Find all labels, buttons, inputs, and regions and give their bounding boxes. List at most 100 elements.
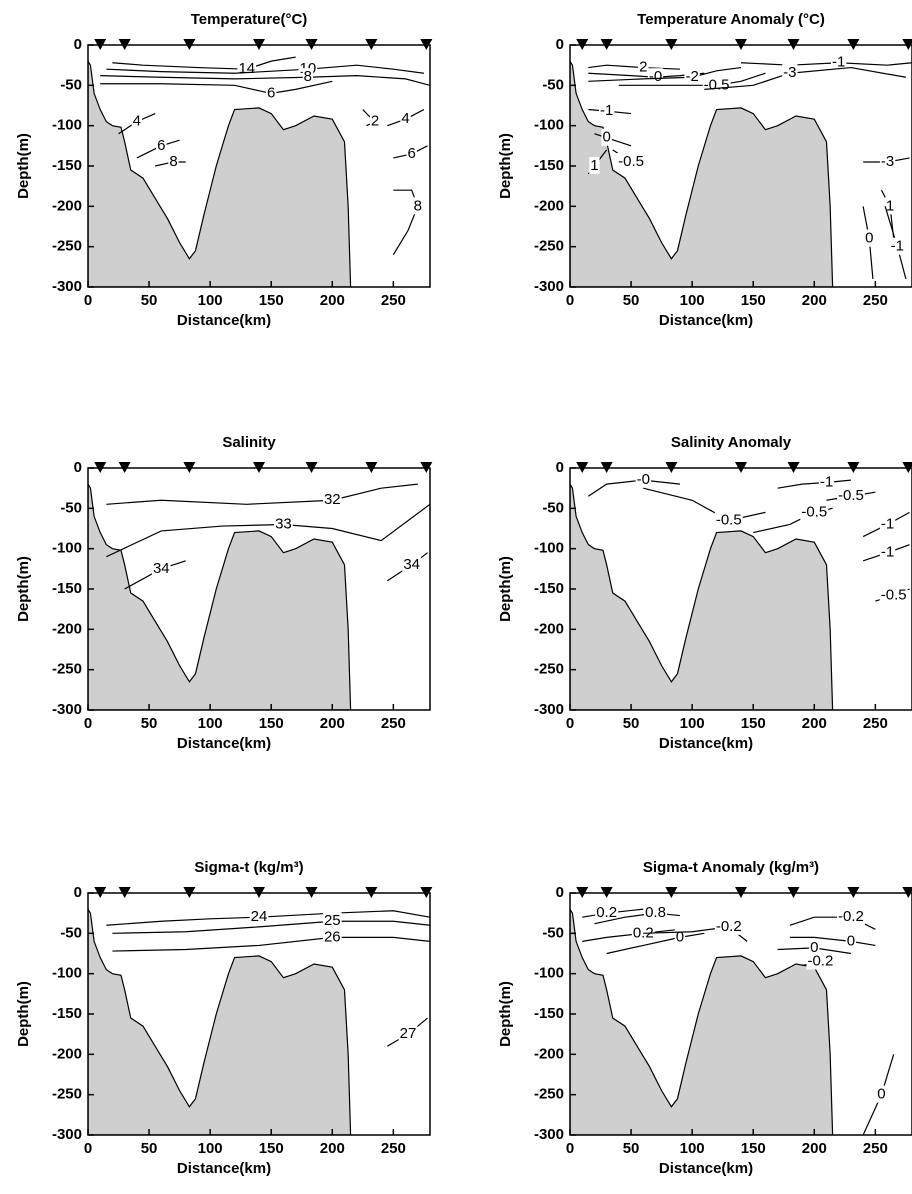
- station-marker: [94, 39, 107, 50]
- x-tick-label: 250: [863, 715, 888, 732]
- x-tick-label: 250: [381, 715, 406, 732]
- contour-label: -0.5: [838, 487, 864, 504]
- station-marker: [787, 887, 800, 898]
- chart-title: Salinity Anomaly: [671, 434, 792, 451]
- contour-label: 6: [157, 137, 165, 154]
- contour-line: [740, 62, 912, 66]
- station-marker: [735, 887, 747, 898]
- panel: 2-0 -2 -0.5-1-3-10-0.51 -310 -10 50 100 150 200 2…: [497, 11, 912, 329]
- plot-area: 2-0 -2 -0.5-1-3-10-0.51 -310 -1: [570, 53, 912, 287]
- contour-label-bg: [809, 938, 820, 956]
- contour-label-bg: [714, 917, 743, 935]
- x-tick-label: 50: [141, 292, 158, 309]
- contour-label-bg: [884, 197, 896, 215]
- contour-label-bg: [322, 912, 342, 930]
- y-tick-label: -100: [52, 965, 82, 982]
- station-marker: [665, 887, 678, 898]
- contour-line: [606, 932, 705, 955]
- contour-label-bg: [412, 197, 423, 215]
- y-tick-label: -200: [534, 1045, 564, 1062]
- x-tick-label: 200: [802, 715, 827, 732]
- panel: 0.2 0.80.2 0-0.2-0.200-0.200 50 100 150 200 250…: [497, 859, 912, 1177]
- y-tick-label: -300: [534, 701, 564, 718]
- contour-label: -0.5: [881, 586, 907, 603]
- contour-label: 0.2: [596, 904, 617, 921]
- y-tick-label: -250: [52, 1086, 82, 1103]
- contour-label: 2: [639, 59, 647, 76]
- y-axis-label: Depth(m): [497, 133, 514, 199]
- station-marker: [118, 39, 131, 50]
- station-marker: [847, 887, 860, 898]
- y-tick-label: -250: [534, 238, 564, 255]
- station-marker: [118, 887, 131, 898]
- contour-label-bg: [831, 53, 847, 71]
- x-tick-label: 200: [802, 292, 827, 309]
- contour-label-bg: [879, 586, 908, 604]
- contour-label: 0: [810, 939, 818, 956]
- contour-label-bg: [402, 555, 422, 573]
- contour-label-bg: [879, 515, 896, 533]
- contour-line: [789, 936, 876, 947]
- contour-label: -1: [891, 238, 904, 255]
- bottom-topography: [570, 907, 834, 1135]
- x-tick-label: 50: [141, 1140, 158, 1157]
- station-marker: [94, 887, 107, 898]
- y-axis-label: Depth(m): [15, 133, 32, 199]
- contour-label-bg: [249, 908, 269, 926]
- x-tick-label: 200: [802, 1140, 827, 1157]
- contour-label: -2: [685, 68, 698, 85]
- station-marker: [576, 39, 589, 50]
- station-marker: [420, 39, 433, 50]
- y-tick-label: -250: [534, 661, 564, 678]
- bottom-topography: [88, 482, 352, 710]
- x-tick-label: 250: [381, 292, 406, 309]
- contour-label-bg: [782, 64, 798, 82]
- contour-label: 4: [133, 113, 141, 130]
- contour-label: 8: [169, 153, 177, 170]
- contour-label-bg: [879, 152, 896, 170]
- station-marker: [600, 39, 613, 50]
- contour-label: 32: [324, 491, 341, 508]
- station-marker: [118, 462, 131, 473]
- contour-label: 0: [676, 928, 684, 945]
- y-tick-label: -100: [534, 117, 564, 134]
- station-marker: [420, 462, 433, 473]
- x-axis-label: Distance(km): [659, 312, 753, 329]
- contour-label-bg: [274, 515, 293, 533]
- y-tick-label: -100: [534, 540, 564, 557]
- contour-label-bg: [818, 473, 835, 491]
- station-marker: [253, 887, 265, 898]
- chart-title: Sigma-t Anomaly (kg/m³): [643, 859, 819, 876]
- contour-line: [112, 936, 430, 952]
- y-tick-label: -300: [534, 278, 564, 295]
- x-tick-label: 100: [198, 715, 223, 732]
- contour-line: [100, 80, 333, 95]
- y-tick-label: -150: [52, 1005, 82, 1022]
- station-marker: [787, 39, 800, 50]
- contour-label: -1: [600, 102, 613, 119]
- station-marker: [576, 887, 589, 898]
- contour-label: 6: [267, 84, 275, 101]
- station-marker: [420, 887, 433, 898]
- x-axis-label: Distance(km): [177, 735, 271, 752]
- y-tick-label: -200: [52, 197, 82, 214]
- contour-label: -0.2: [716, 918, 742, 935]
- bottom-topography: [88, 907, 352, 1135]
- contour-label-bg: [617, 152, 646, 170]
- contour-label: -0.5: [801, 503, 827, 520]
- station-marker: [600, 887, 613, 898]
- station-marker: [253, 462, 265, 473]
- y-tick-label: -50: [542, 924, 564, 941]
- y-axis-label: Depth(m): [15, 981, 32, 1047]
- x-tick-label: 250: [863, 292, 888, 309]
- y-tick-label: -150: [52, 157, 82, 174]
- station-marker: [365, 887, 378, 898]
- contour-label-bg: [398, 1025, 418, 1043]
- x-tick-label: 50: [623, 292, 640, 309]
- y-tick-label: -200: [52, 620, 82, 637]
- contour-label-bg: [638, 58, 649, 76]
- contour-label-bg: [714, 511, 743, 529]
- contour-label: -0: [637, 471, 650, 488]
